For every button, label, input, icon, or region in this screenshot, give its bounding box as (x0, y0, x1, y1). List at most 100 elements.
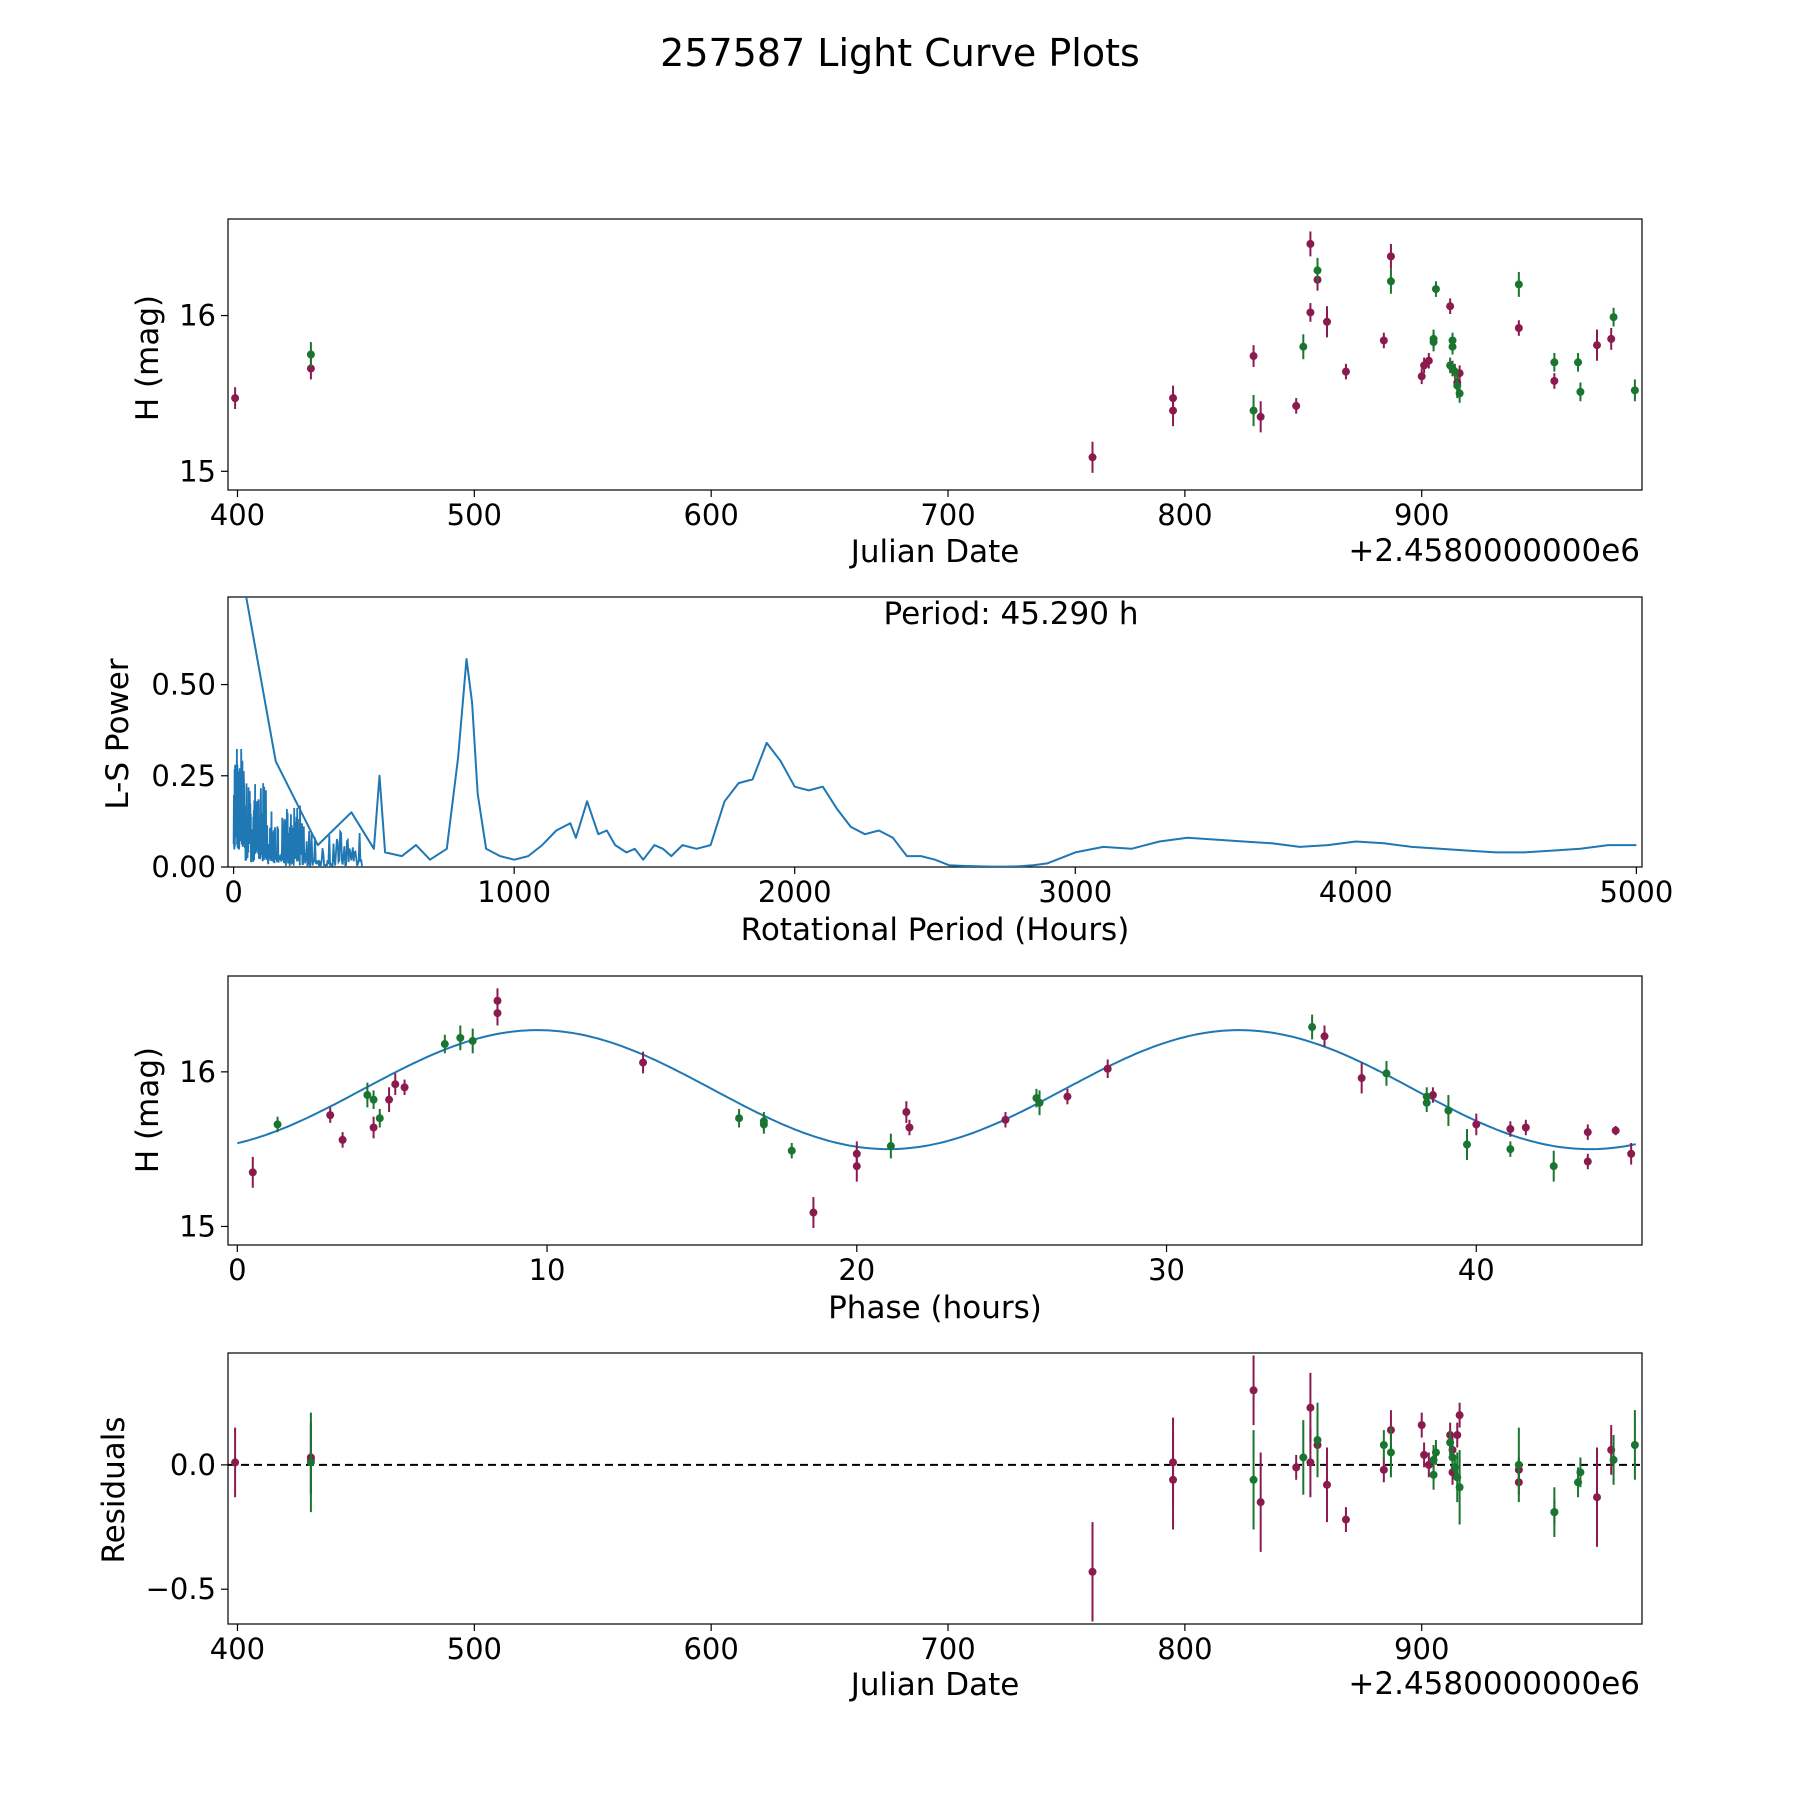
lightcurve-point-red (1592, 341, 1601, 350)
lightcurve-point-red (1322, 317, 1331, 326)
phased-point-red (1583, 1157, 1592, 1166)
residuals-data (228, 1355, 1642, 1622)
lightcurve-xtick-label: 600 (683, 498, 738, 532)
residuals-point-red (1420, 1450, 1429, 1459)
lightcurve-point-green (306, 350, 315, 359)
periodogram-panel: Period: 45.290 h Rotational Period (Hour… (100, 596, 1673, 948)
residuals-xlabel: Julian Date (849, 1667, 1020, 1703)
periodogram-ytick-label: 0.50 (151, 668, 216, 702)
lightcurve-panel: Julian Date H (mag) +2.4580000000e6 400 5… (130, 218, 1643, 570)
periodogram-xtick-label: 2000 (758, 875, 832, 909)
phased-xtick-label: 30 (1148, 1253, 1185, 1287)
phased-point-red (1001, 1115, 1010, 1124)
phased-point-green (1382, 1069, 1391, 1078)
lightcurve-point-green (1550, 358, 1559, 367)
lightcurve-xtick-label: 500 (447, 498, 502, 532)
lightcurve-axes-frame (227, 218, 1643, 491)
lightcurve-xtick-label: 800 (1157, 498, 1212, 532)
phased-xtick-label: 40 (1458, 1253, 1495, 1287)
residuals-point-red (1292, 1463, 1301, 1472)
periodogram-data (232, 597, 1637, 867)
phased-point-green (759, 1117, 768, 1126)
residuals-point-red (1249, 1386, 1258, 1395)
phased-point-red (1583, 1128, 1592, 1137)
residuals-point-red (1341, 1515, 1350, 1524)
phased-xtick-label: 0 (228, 1253, 246, 1287)
residuals-ytick-label: 0.0 (170, 1448, 216, 1482)
phased-point-red (1627, 1149, 1636, 1158)
lightcurve-point-red (306, 364, 315, 373)
phased-point-green (886, 1142, 895, 1151)
phased-point-green (369, 1095, 378, 1104)
lightcurve-point-green (1448, 336, 1457, 345)
phased-point-red (338, 1135, 347, 1144)
periodogram-xtick-label: 3000 (1038, 875, 1112, 909)
figure-title: 257587 Light Curve Plots (660, 31, 1140, 75)
phased-point-green (1549, 1162, 1558, 1171)
residuals-xtick-label: 900 (1394, 1632, 1449, 1666)
residuals-point-red (1424, 1460, 1433, 1469)
lightcurve-point-green (1299, 342, 1308, 351)
periodogram-xtick-label: 4000 (1319, 875, 1393, 909)
phased-data (237, 988, 1636, 1228)
phased-point-red (493, 996, 502, 1005)
lightcurve-point-green (1386, 277, 1395, 286)
residuals-point-red (1379, 1465, 1388, 1474)
periodogram-ytick-label: 0.00 (151, 850, 216, 884)
phased-ylabel: H (mag) (130, 1047, 166, 1173)
lightcurve-point-red (1249, 352, 1258, 361)
phased-point-red (1611, 1126, 1620, 1135)
periodogram-line (245, 597, 1637, 867)
periodogram-forest (232, 748, 363, 867)
lightcurve-xtick-label: 700 (920, 498, 975, 532)
phased-point-red (852, 1149, 861, 1158)
residuals-point-red (1306, 1458, 1315, 1467)
lightcurve-point-red (1446, 302, 1455, 311)
residuals-ylabel: Residuals (96, 1416, 132, 1563)
phased-point-red (1506, 1125, 1515, 1134)
lightcurve-point-red (1424, 356, 1433, 365)
phased-point-red (326, 1111, 335, 1120)
periodogram-ytick-label: 0.25 (151, 759, 216, 793)
residuals-xtick-label: 800 (1157, 1632, 1212, 1666)
phased-point-green (363, 1091, 372, 1100)
phased-xlabel: Phase (hours) (828, 1290, 1042, 1326)
residuals-point-red (1455, 1411, 1464, 1420)
lightcurve-point-red (1169, 406, 1178, 415)
periodogram-xtick-label: 1000 (477, 875, 551, 909)
residuals-point-green (1431, 1448, 1440, 1457)
phased-axes-frame (227, 975, 1643, 1246)
phased-point-green (787, 1146, 796, 1155)
lightcurve-xtick-label: 400 (210, 498, 265, 532)
residuals-point-green (1249, 1475, 1258, 1484)
phased-xtick-label: 20 (838, 1253, 875, 1287)
periodogram-ylabel: L-S Power (100, 658, 136, 809)
phased-point-red (1103, 1064, 1112, 1073)
lightcurve-point-green (1313, 266, 1322, 275)
phased-point-green (440, 1040, 449, 1049)
residuals-point-green (1313, 1436, 1322, 1445)
lightcurve-xtick-label: 900 (1394, 498, 1449, 532)
lightcurve-point-red (1386, 252, 1395, 261)
lightcurve-point-green (1576, 387, 1585, 396)
residuals-point-red (1306, 1403, 1315, 1412)
residuals-point-green (1550, 1508, 1559, 1517)
phased-panel: Phase (hours) H (mag) 0 10 20 30 40 15 16 (130, 975, 1643, 1326)
phased-point-green (1444, 1106, 1453, 1115)
lightcurve-data (231, 231, 1639, 473)
residuals-point-red (1453, 1431, 1462, 1440)
lightcurve-point-red (1292, 401, 1301, 410)
phased-ytick-label: 15 (179, 1209, 216, 1243)
residuals-point-green (306, 1458, 315, 1467)
lightcurve-point-green (1630, 386, 1639, 395)
residuals-point-red (1256, 1498, 1265, 1507)
lightcurve-point-red (1341, 367, 1350, 376)
residuals-ytick-label: −0.5 (146, 1572, 216, 1606)
lightcurve-point-green (1574, 358, 1583, 367)
periodogram-xtick-label: 5000 (1599, 875, 1673, 909)
phased-point-green (1035, 1098, 1044, 1107)
periodogram-axes-frame (227, 596, 1643, 868)
residuals-xtick-label: 700 (920, 1632, 975, 1666)
phased-point-red (1428, 1091, 1437, 1100)
